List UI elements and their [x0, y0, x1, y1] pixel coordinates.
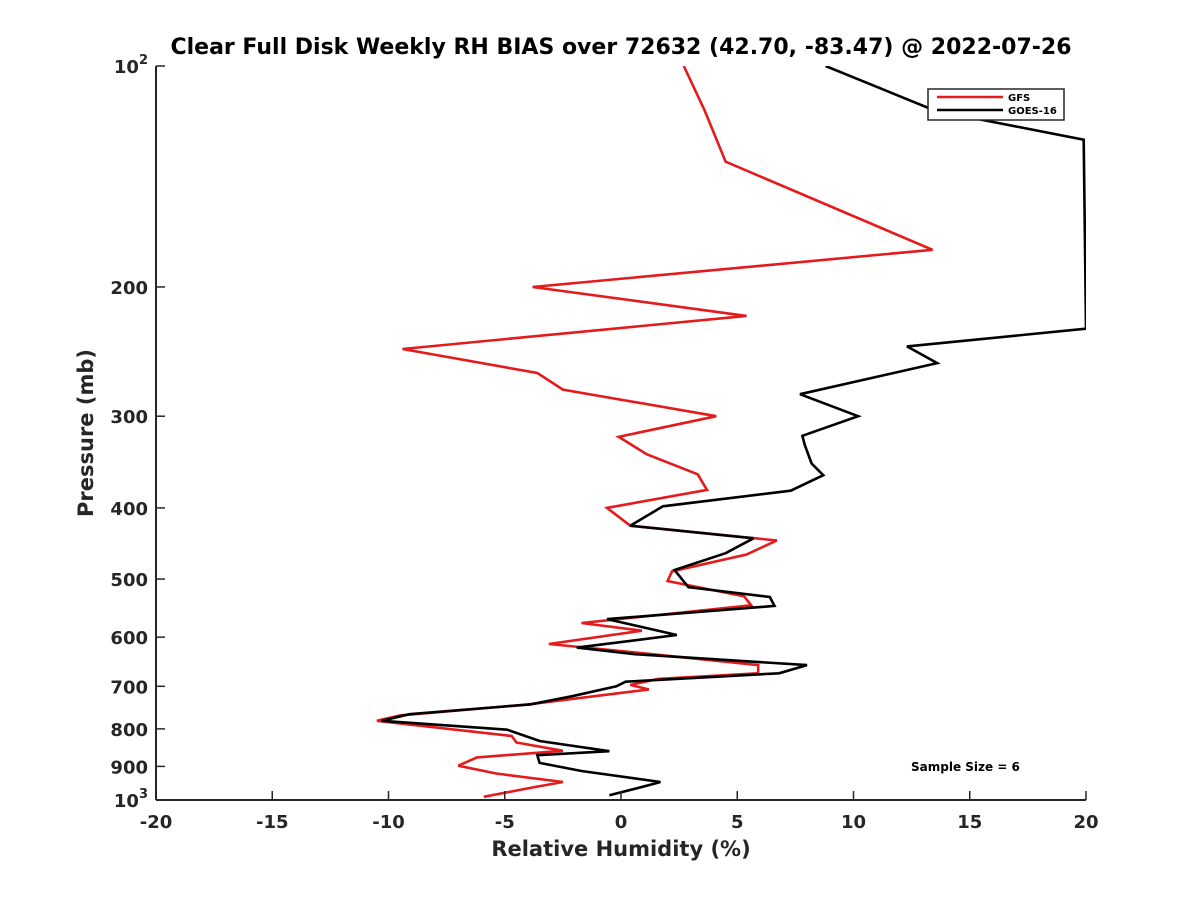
legend-label-goes-16: GOES-16	[1008, 106, 1057, 117]
legend-label-gfs: GFS	[1008, 93, 1030, 104]
x-tick-label: 15	[957, 812, 982, 833]
x-tick-label: -15	[256, 812, 289, 833]
y-tick-label: 400	[110, 499, 148, 520]
sample-size-annotation: Sample Size = 6	[911, 760, 1020, 774]
y-tick-label: 500	[110, 570, 148, 591]
y-axis-label: Pressure (mb)	[74, 349, 98, 517]
chart-title: Clear Full Disk Weekly RH BIAS over 7263…	[170, 35, 1071, 60]
y-tick-label: 102	[114, 53, 148, 78]
legend: GFS GOES-16	[927, 88, 1065, 121]
y-tick-label: 600	[110, 628, 148, 649]
y-tick-label: 700	[110, 677, 148, 698]
x-tick-label: -5	[495, 812, 515, 833]
series-line-gfs	[376, 66, 934, 799]
x-tick-label: 5	[731, 812, 744, 833]
x-axis-ticks: -20 -15 -10 -5 0 5 10 15 20	[140, 791, 1099, 833]
y-tick-label: 200	[110, 278, 148, 299]
series-layer	[376, 66, 1086, 799]
y-tick-label: 900	[110, 757, 148, 778]
y-tick-label: 103	[114, 787, 148, 812]
x-tick-label: -10	[372, 812, 405, 833]
x-tick-label: 10	[841, 812, 866, 833]
legend-box	[927, 88, 1065, 121]
x-tick-label: -20	[140, 812, 173, 833]
y-axis-ticks: 102 200 300 400 500 600 700 800 900 103	[110, 53, 165, 812]
y-tick-label: 300	[110, 407, 148, 428]
y-tick-label: 800	[110, 720, 148, 741]
x-axis-label: Relative Humidity (%)	[491, 837, 750, 861]
series-line-goes-16	[381, 66, 1086, 797]
x-tick-label: 20	[1073, 812, 1098, 833]
x-tick-label: 0	[615, 812, 628, 833]
